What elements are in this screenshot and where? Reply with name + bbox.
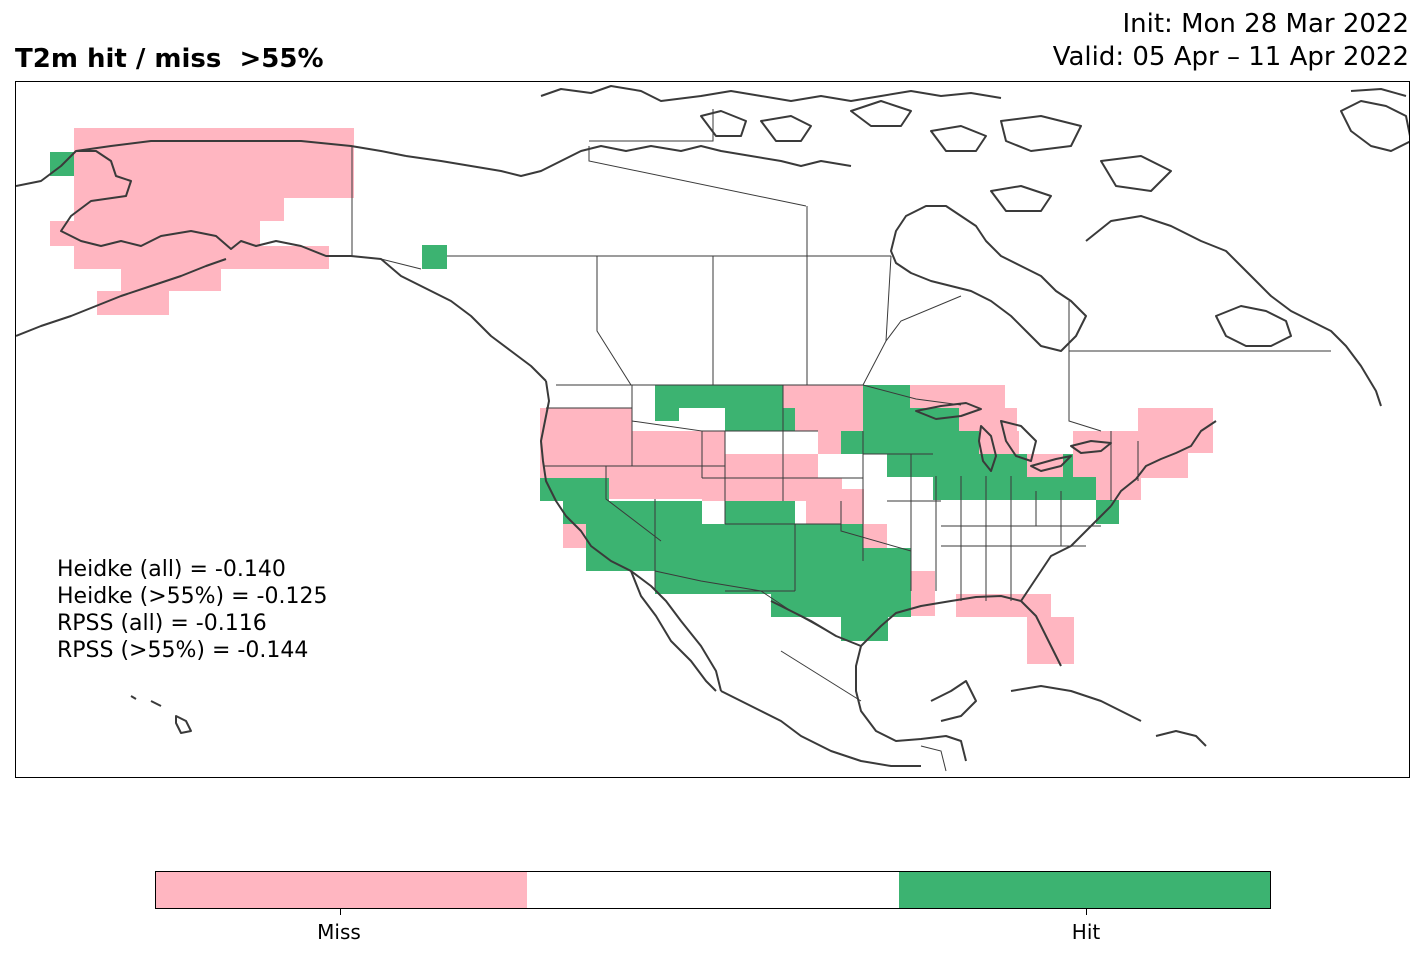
miss-cell [74, 198, 284, 221]
miss-cell [795, 408, 863, 431]
init-date: Init: Mon 28 Mar 2022 [1122, 9, 1409, 39]
hit-cells [50, 152, 1119, 641]
hit-cell [1063, 454, 1073, 477]
hit-cell [841, 617, 888, 641]
miss-cell [959, 408, 1017, 431]
miss-cell [910, 385, 1005, 408]
hit-cell [422, 245, 447, 269]
miss-cell [956, 594, 1051, 617]
colorbar-label-miss: Miss [317, 920, 361, 944]
miss-cell [783, 385, 863, 408]
miss-cell [818, 431, 841, 454]
miss-cells [50, 128, 1213, 664]
hit-cell [655, 408, 679, 421]
miss-cell [50, 221, 260, 246]
colorbar-hit [898, 872, 1270, 908]
colorbar-miss [156, 872, 528, 908]
heidke-55: Heidke (>55%) = -0.125 [57, 584, 328, 609]
miss-cell [1027, 617, 1074, 664]
skill-scores: Heidke (all) = -0.140 Heidke (>55%) = -0… [57, 556, 327, 664]
hit-cell [863, 548, 911, 617]
miss-cell [74, 128, 354, 198]
hit-cell [1051, 477, 1096, 500]
miss-cell [806, 489, 864, 524]
political-borders [351, 109, 1331, 772]
hit-cell [841, 431, 863, 454]
colorbar-tick-miss [340, 909, 341, 915]
miss-cell [863, 524, 887, 548]
hit-cell [540, 478, 609, 501]
hit-cell [910, 408, 959, 477]
valid-period: Valid: 05 Apr – 11 Apr 2022 [1052, 42, 1409, 72]
miss-cell [97, 291, 169, 315]
hit-cell [795, 524, 863, 617]
miss-cell [910, 571, 935, 616]
miss-cell [725, 454, 818, 478]
colorbar-neutral [527, 872, 899, 908]
hit-cell [1096, 500, 1119, 524]
rpss-all: RPSS (all) = -0.116 [57, 611, 267, 636]
miss-cell [702, 431, 725, 478]
colorbar [155, 871, 1271, 909]
miss-cell [563, 524, 586, 548]
coastlines [16, 85, 1409, 767]
heidke-all: Heidke (all) = -0.140 [57, 557, 286, 582]
map-svg [16, 85, 1409, 772]
hit-cell [563, 501, 702, 524]
hit-cell [655, 524, 795, 594]
miss-cell [979, 431, 1019, 454]
hit-cell [887, 454, 910, 477]
colorbar-tick-hit [1086, 909, 1087, 915]
map-title: T2m hit / miss >55% [15, 44, 324, 74]
miss-cell [1073, 431, 1138, 478]
hit-cell [959, 431, 979, 477]
hit-cell [655, 385, 783, 408]
hit-cell [725, 408, 795, 431]
rpss-55: RPSS (>55%) = -0.144 [57, 638, 309, 663]
colorbar-label-hit: Hit [1071, 920, 1101, 944]
miss-cell [74, 246, 329, 269]
hit-cell [725, 501, 795, 524]
miss-cell [609, 466, 702, 499]
map-panel [15, 81, 1410, 778]
hit-cell [586, 524, 656, 571]
hit-cell [863, 385, 910, 454]
